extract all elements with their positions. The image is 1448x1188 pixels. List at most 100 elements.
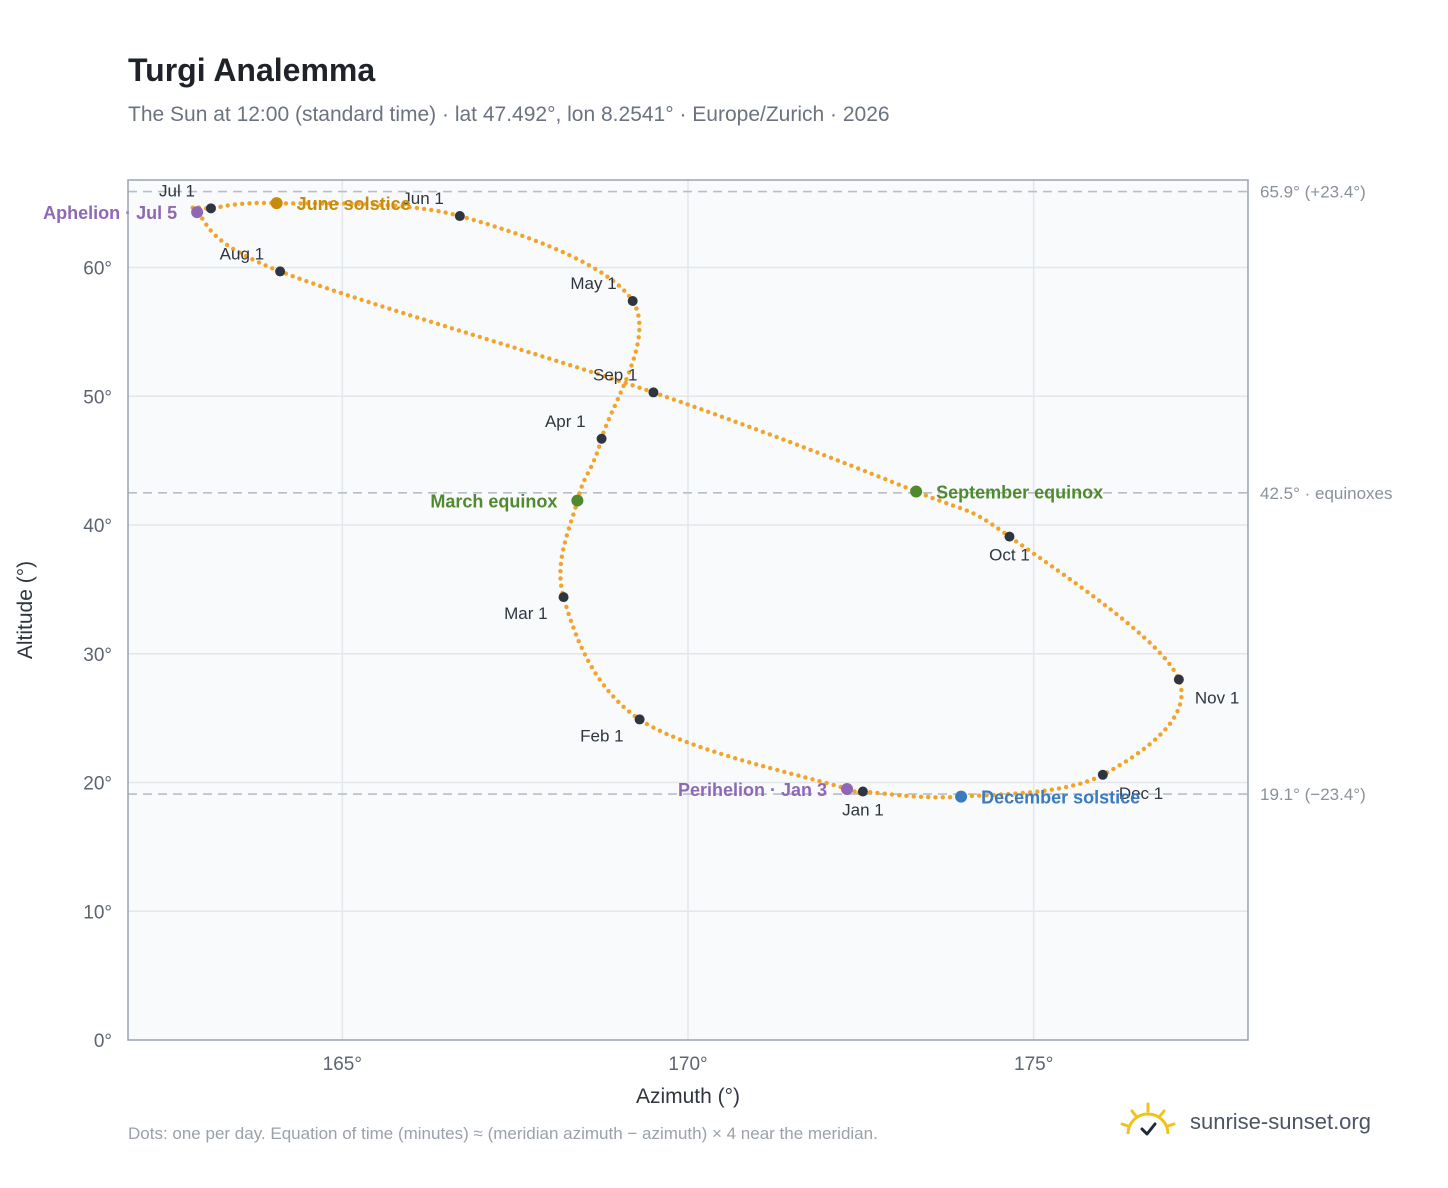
daily-sun-dot [1073, 581, 1078, 586]
daily-sun-dot [626, 370, 632, 375]
daily-sun-dot [1078, 781, 1083, 786]
plot-frame [127, 179, 1249, 1041]
daily-sun-dot [822, 453, 827, 458]
daily-sun-dot [828, 455, 834, 460]
daily-sun-dot [579, 645, 584, 650]
daily-sun-dot [1152, 645, 1158, 650]
daily-sun-dot [558, 561, 564, 567]
daily-sun-dot [312, 201, 318, 206]
daily-sun-dot [577, 491, 582, 496]
month-label: Jul 1 [159, 181, 195, 200]
daily-sun-dot [603, 423, 609, 429]
daily-sun-dot [380, 304, 385, 309]
daily-sun-dot [408, 313, 413, 318]
daily-sun-dot [297, 276, 302, 281]
daily-sun-dot [698, 744, 703, 750]
daily-sun-dot [760, 429, 766, 435]
daily-sun-dot [1175, 709, 1180, 714]
event-label: Aphelion · Jul 5 [43, 203, 177, 223]
daily-sun-dot [747, 424, 752, 429]
daily-sun-dot [996, 526, 1001, 531]
daily-sun-dot [363, 201, 369, 207]
daily-sun-dot [1079, 585, 1084, 590]
daily-sun-dot [712, 412, 718, 417]
daily-sun-dot [1119, 616, 1125, 621]
daily-sun-dot [387, 306, 392, 311]
daily-sun-dot [1020, 790, 1025, 796]
daily-sun-dot [616, 699, 621, 704]
daily-sun-dot [594, 451, 599, 456]
daily-sun-dot [558, 576, 563, 581]
daily-sun-dot [1049, 787, 1055, 792]
analemma-path [190, 200, 1184, 800]
daily-sun-dot [691, 742, 696, 747]
daily-sun-dot [882, 791, 887, 796]
daily-sun-dot [801, 445, 806, 450]
daily-sun-dot [991, 792, 996, 798]
daily-sun-dot [918, 794, 924, 799]
daily-sun-dot [1006, 791, 1011, 797]
daily-sun-dot [1042, 788, 1047, 793]
daily-sun-dot [1163, 727, 1168, 732]
daily-sun-dot [231, 246, 236, 252]
daily-sun-dot [944, 500, 949, 506]
daily-sun-dot [463, 330, 469, 335]
daily-sun-dot [685, 402, 690, 407]
daily-sun-dot [317, 283, 323, 289]
daily-sun-dot [349, 201, 354, 206]
daily-sun-dot [580, 259, 585, 264]
month-label: Dec 1 [1119, 784, 1163, 803]
daily-sun-dot [977, 793, 982, 798]
daily-sun-dot [781, 437, 786, 442]
month-markers: Jan 1 Feb 1 Mar 1 Apr 1 May 1 Jun 1 Jul 1 Aug 1… [159, 181, 1239, 819]
daily-sun-dot [622, 288, 627, 293]
event-marker [841, 782, 854, 795]
daily-sun-dot [478, 219, 483, 225]
daily-sun-dot [449, 326, 455, 331]
daily-sun-dot [261, 200, 267, 206]
daily-sun-dot [1142, 635, 1147, 640]
daily-sun-dot [1136, 630, 1142, 635]
daily-sun-dot [1071, 783, 1076, 788]
daily-sun-dot [1085, 779, 1090, 784]
daily-sun-dot [630, 383, 635, 388]
daily-sun-dot [733, 756, 738, 761]
daily-sun-dot [911, 794, 916, 799]
daily-sun-dot [533, 238, 539, 244]
daily-sun-dot [950, 503, 956, 508]
daily-sun-dot [240, 201, 245, 206]
brand[interactable]: sunrise-sunset.org [1120, 1102, 1371, 1142]
footnote: Dots: one per day. Equation of time (min… [128, 1124, 878, 1143]
daily-sun-dot [747, 760, 752, 765]
daily-sun-dot [1162, 656, 1168, 661]
daily-sun-dot [373, 302, 378, 307]
daily-sun-dot [573, 632, 579, 637]
daily-sun-dot [1014, 539, 1019, 544]
daily-sun-dot [218, 204, 223, 209]
daily-sun-dot [492, 224, 497, 229]
daily-sun-dot [644, 387, 649, 393]
daily-sun-dot [591, 458, 597, 463]
daily-sun-dot [540, 241, 545, 246]
daily-sun-dot [547, 244, 552, 249]
daily-sun-dot [904, 793, 909, 798]
daily-sun-dot [1061, 572, 1067, 577]
daily-sun-dot [947, 795, 953, 800]
daily-sun-dot [435, 321, 441, 327]
daily-sun-dot [1147, 742, 1152, 747]
daily-sun-dot [421, 317, 427, 322]
daily-sun-dot [554, 358, 559, 363]
daily-sun-dot [664, 395, 670, 400]
daily-sun-dot [579, 484, 584, 489]
daily-sun-dot [940, 795, 945, 800]
month-label: Nov 1 [1195, 689, 1239, 708]
y-tick-label: 10° [83, 902, 112, 923]
daily-sun-dot [984, 793, 989, 798]
daily-sun-dot [324, 286, 330, 291]
daily-sun-dot [589, 665, 594, 670]
daily-sun-dot [835, 458, 840, 463]
y-tick-label: 20° [83, 774, 112, 795]
daily-sun-dot [327, 201, 332, 206]
reference-line-label: 65.9° (+23.4°) [1260, 183, 1366, 202]
daily-sun-dot [582, 652, 588, 657]
